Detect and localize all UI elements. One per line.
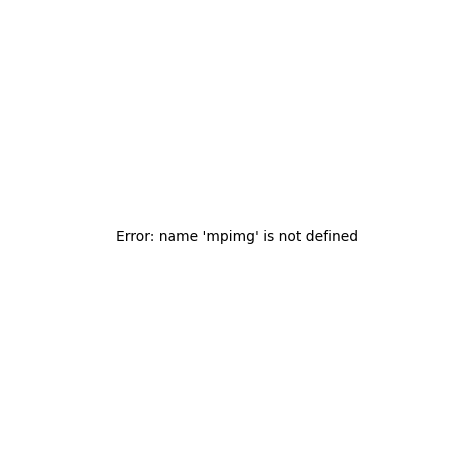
Text: Error: name 'mpimg' is not defined: Error: name 'mpimg' is not defined: [116, 230, 358, 244]
